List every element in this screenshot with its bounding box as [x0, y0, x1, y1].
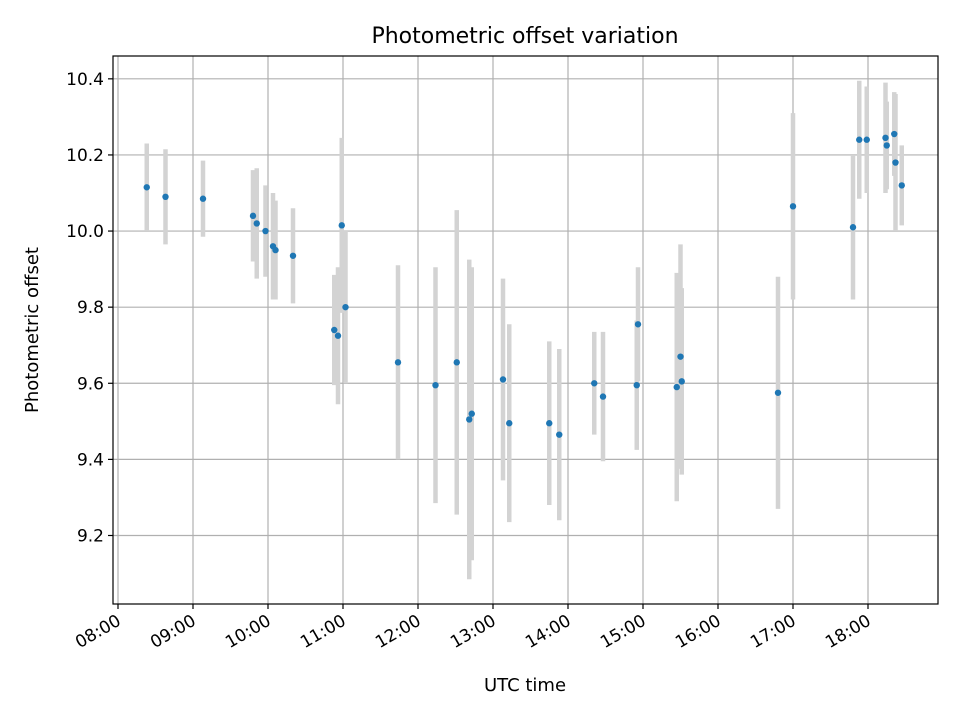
plot-frame: [112, 55, 939, 605]
data-point: [891, 130, 898, 138]
data-point: [546, 420, 553, 427]
data-point: [342, 303, 349, 311]
x-axis-label: UTC time: [484, 675, 566, 696]
data-point: [289, 252, 297, 259]
data-point: [162, 193, 169, 201]
y-tick-label: 10.2: [66, 146, 104, 166]
data-point: [272, 246, 279, 254]
data-point: [591, 380, 598, 387]
data-point: [338, 222, 345, 229]
data-point: [199, 195, 207, 202]
y-tick-label: 10.0: [66, 222, 104, 242]
data-point: [556, 431, 563, 438]
y-tick-label: 9.8: [77, 298, 104, 318]
y-tick-label: 9.4: [77, 450, 104, 470]
data-point: [634, 321, 642, 328]
y-tick-label: 9.2: [77, 527, 104, 547]
data-point: [883, 142, 890, 149]
data-point: [892, 159, 899, 166]
data-point: [506, 420, 513, 427]
data-point: [249, 212, 257, 220]
data-point: [849, 224, 857, 231]
y-tick-label: 9.6: [77, 374, 104, 394]
data-point: [253, 220, 260, 227]
data-point: [789, 203, 797, 210]
data-point: [677, 353, 684, 360]
data-point: [633, 381, 640, 389]
data-points: [143, 130, 905, 438]
data-point: [468, 410, 475, 417]
y-tick-label: 10.4: [66, 70, 104, 90]
data-point: [394, 359, 402, 366]
data-point: [262, 227, 269, 235]
data-point: [898, 182, 905, 189]
data-point: [863, 136, 870, 143]
data-point: [774, 389, 782, 396]
data-point: [673, 383, 680, 391]
data-point: [432, 381, 439, 389]
data-point: [678, 378, 685, 385]
data-point: [143, 184, 150, 191]
data-point: [882, 134, 889, 142]
y-axis: 9.2 9.4 9.6 9.8 10.0 10.2 10.4: [66, 70, 113, 547]
data-point: [599, 393, 607, 400]
data-point: [334, 332, 342, 339]
chart-title: Photometric offset variation: [371, 24, 678, 49]
data-point: [453, 359, 460, 366]
data-point: [499, 376, 507, 383]
data-point: [466, 416, 473, 423]
data-point: [331, 326, 338, 334]
y-axis-label: Photometric offset: [22, 247, 43, 413]
data-point: [856, 136, 863, 143]
